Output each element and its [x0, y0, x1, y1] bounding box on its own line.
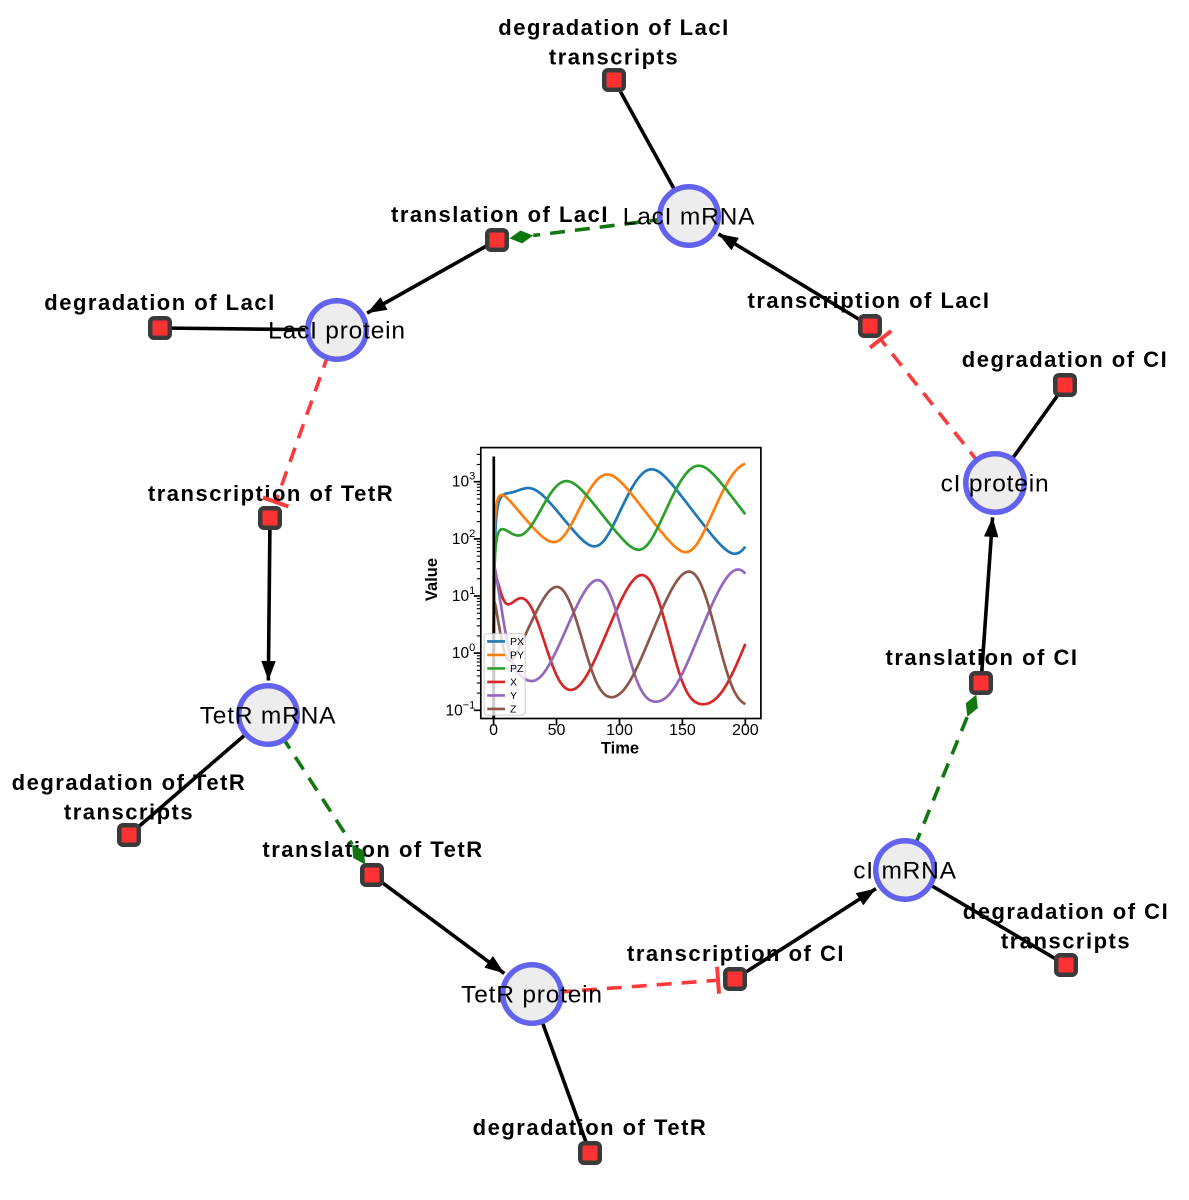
svg-text:cI protein: cI protein	[941, 471, 1050, 498]
svg-text:translation of LacI: translation of LacI	[391, 202, 609, 227]
svg-text:LacI mRNA: LacI mRNA	[623, 204, 755, 231]
svg-text:Value: Value	[423, 558, 441, 601]
svg-text:cI mRNA: cI mRNA	[853, 858, 957, 885]
svg-text:50: 50	[548, 722, 566, 739]
svg-text:degradation of TetR: degradation of TetR	[473, 1115, 708, 1140]
svg-text:degradation of CI: degradation of CI	[963, 899, 1169, 924]
svg-text:PZ: PZ	[510, 663, 524, 675]
svg-text:transcripts: transcripts	[1001, 929, 1131, 954]
svg-text:degradation of LacI: degradation of LacI	[498, 15, 729, 40]
svg-text:100: 100	[606, 722, 633, 739]
svg-text:TetR mRNA: TetR mRNA	[200, 703, 337, 730]
svg-text:PY: PY	[510, 650, 524, 662]
svg-text:translation of TetR: translation of TetR	[262, 837, 483, 862]
svg-text:103: 103	[452, 471, 475, 491]
svg-text:LacI protein: LacI protein	[268, 318, 406, 345]
svg-text:102: 102	[452, 528, 475, 548]
svg-text:degradation of CI: degradation of CI	[962, 347, 1168, 372]
svg-text:Y: Y	[510, 690, 517, 702]
svg-text:degradation of LacI: degradation of LacI	[44, 290, 275, 315]
svg-text:transcripts: transcripts	[549, 45, 679, 70]
svg-text:101: 101	[452, 585, 475, 605]
svg-text:200: 200	[732, 722, 759, 739]
svg-text:transcription of LacI: transcription of LacI	[748, 288, 991, 313]
svg-text:150: 150	[669, 722, 696, 739]
svg-text:100: 100	[452, 642, 475, 662]
svg-text:transcription of CI: transcription of CI	[627, 941, 845, 966]
svg-text:Time: Time	[601, 740, 639, 758]
svg-text:translation of CI: translation of CI	[886, 645, 1079, 670]
svg-text:10−1: 10−1	[446, 699, 476, 719]
svg-text:PX: PX	[510, 636, 524, 648]
svg-text:X: X	[510, 677, 517, 689]
svg-text:Z: Z	[510, 704, 517, 716]
svg-text:transcripts: transcripts	[64, 800, 194, 825]
svg-text:0: 0	[489, 722, 498, 739]
svg-text:TetR protein: TetR protein	[461, 982, 603, 1009]
svg-text:degradation of TetR: degradation of TetR	[12, 770, 247, 795]
